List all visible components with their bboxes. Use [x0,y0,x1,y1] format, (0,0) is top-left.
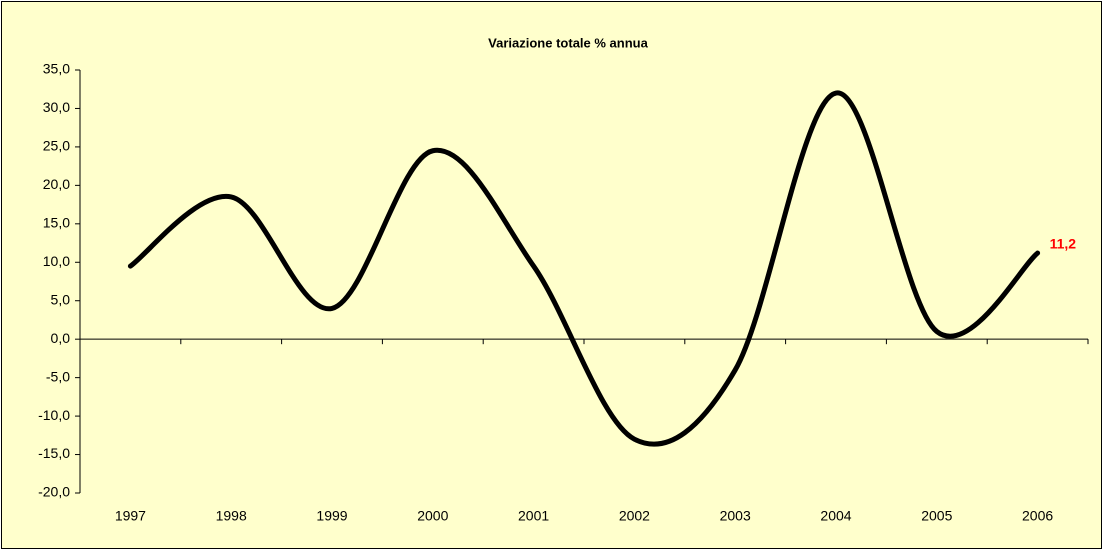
y-tick-label: 30,0 [43,99,70,115]
x-tick-label: 2004 [820,508,851,524]
x-tick-label: 1999 [316,508,347,524]
x-tick-label: 2001 [518,508,549,524]
data-label: 11,2 [1050,236,1077,252]
y-tick-label: 5,0 [51,291,71,307]
y-tick-label: -15,0 [38,445,70,461]
y-tick-label: 0,0 [51,330,71,346]
y-tick-label: 25,0 [43,138,70,154]
x-tick-label: 2006 [1022,508,1053,524]
x-tick-label: 2005 [921,508,952,524]
y-tick-label: -5,0 [46,368,70,384]
x-tick-label: 1998 [216,508,247,524]
y-tick-label: -10,0 [38,407,70,423]
x-tick-label: 2003 [720,508,751,524]
y-tick-label: -20,0 [38,484,70,500]
y-tick-label: 10,0 [43,253,70,269]
y-tick-label: 35,0 [43,61,70,77]
y-tick-label: 15,0 [43,215,70,231]
chart-title: Variazione totale % annua [488,35,648,50]
line [127,90,1041,447]
y-tick-label: 20,0 [43,176,70,192]
x-tick-label: 2000 [417,508,448,524]
x-tick-label: 2002 [619,508,650,524]
x-tick-label: 1997 [115,508,146,524]
